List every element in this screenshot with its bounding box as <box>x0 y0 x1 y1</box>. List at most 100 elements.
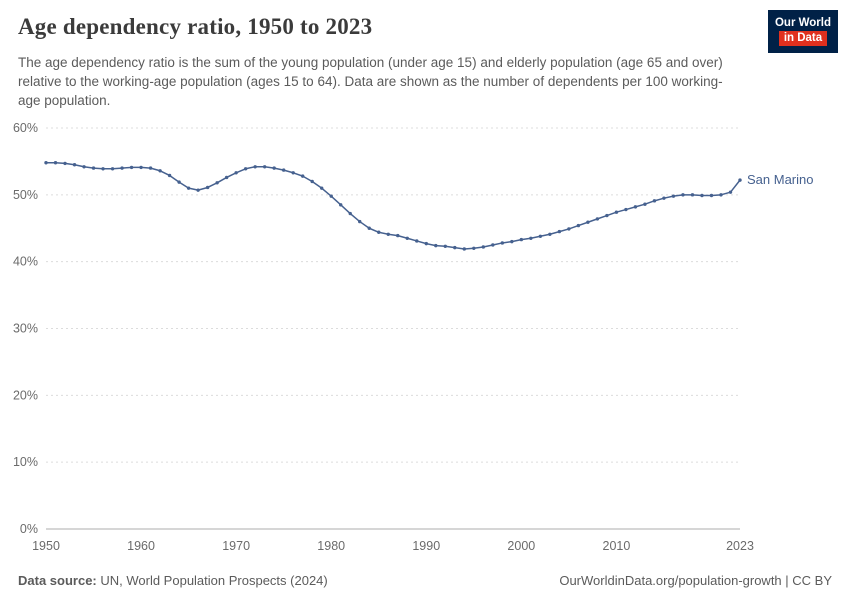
data-point <box>557 229 562 234</box>
data-point <box>643 202 647 206</box>
data-point <box>462 247 467 251</box>
x-axis-tick-label: 1970 <box>222 539 250 553</box>
data-point <box>396 233 400 238</box>
data-point <box>652 199 657 203</box>
y-axis-tick-label: 10% <box>13 455 38 469</box>
chart-subtitle: The age dependency ratio is the sum of t… <box>18 55 723 109</box>
data-point <box>367 226 371 230</box>
data-point <box>281 168 286 172</box>
data-point <box>738 178 742 182</box>
data-point <box>719 193 723 197</box>
data-point <box>671 194 676 198</box>
data-point <box>91 166 96 170</box>
data-point <box>443 244 447 248</box>
x-axis-tick-label: 2023 <box>726 539 754 553</box>
data-point <box>243 167 248 171</box>
data-point <box>253 165 257 169</box>
data-source-label: Data source: <box>18 573 97 588</box>
x-axis-tick-label: 1980 <box>317 539 345 553</box>
data-point <box>358 219 362 224</box>
data-point <box>53 161 58 165</box>
data-point <box>386 232 390 236</box>
chart-title: Age dependency ratio, 1950 to 2023 <box>18 14 373 39</box>
data-point <box>234 171 238 175</box>
data-point <box>548 232 552 236</box>
data-point <box>177 180 181 184</box>
x-axis-tick-label: 1950 <box>32 539 60 553</box>
data-point <box>215 181 219 185</box>
data-point <box>186 186 191 190</box>
data-point <box>205 185 210 190</box>
data-point <box>167 173 172 178</box>
data-point <box>129 165 134 170</box>
y-axis-tick-label: 30% <box>13 322 38 336</box>
data-point <box>415 239 419 243</box>
data-point <box>586 220 590 224</box>
license-note[interactable]: OurWorldinData.org/population-growth | C… <box>559 573 832 588</box>
chart-svg: 0% 10% 20% 30% 40% 50% 60% 1950 1960 1970 1980 1990… <box>13 121 814 553</box>
data-point <box>500 241 505 245</box>
data-point <box>319 186 324 190</box>
data-point <box>310 179 314 184</box>
data-point <box>196 188 200 192</box>
chart-header: Age dependency ratio, 1950 to 2023 <box>18 14 750 40</box>
data-point <box>491 243 495 247</box>
data-point <box>728 190 733 194</box>
y-axis-tick-label: 50% <box>13 188 38 202</box>
y-axis-tick-label: 0% <box>20 522 38 536</box>
data-point <box>148 166 153 170</box>
data-point <box>339 203 343 207</box>
data-point <box>481 245 486 249</box>
owid-logo-accent-text: in Data <box>778 31 828 46</box>
data-point <box>272 166 276 170</box>
data-point <box>262 165 267 169</box>
data-point <box>291 171 295 175</box>
data-point <box>424 241 428 246</box>
owid-logo[interactable]: Our World in Data <box>767 10 838 53</box>
series-label: San Marino <box>747 172 813 187</box>
data-point <box>529 236 533 240</box>
data-point <box>681 193 685 197</box>
x-axis-tick-label: 1960 <box>127 539 155 553</box>
data-point <box>300 174 305 178</box>
data-point <box>614 210 619 214</box>
data-point <box>538 234 543 238</box>
data-source-note: Data source: UN, World Population Prospe… <box>18 573 328 588</box>
data-point <box>709 193 714 198</box>
y-axis-tick-label: 20% <box>13 388 38 402</box>
x-axis-tick-label: 1990 <box>412 539 440 553</box>
data-point <box>453 245 457 250</box>
data-point <box>120 166 124 170</box>
data-point <box>82 165 86 169</box>
data-point <box>377 230 381 234</box>
data-point <box>472 246 476 250</box>
data-point <box>434 243 438 248</box>
data-point <box>101 167 105 171</box>
data-point <box>72 163 77 167</box>
y-axis-tick-label: 40% <box>13 255 38 269</box>
data-point <box>224 175 229 180</box>
data-point <box>567 227 571 231</box>
data-point <box>158 169 162 173</box>
chart-footer: Data source: UN, World Population Prospe… <box>18 573 832 588</box>
data-point <box>700 193 704 198</box>
data-point <box>576 223 581 228</box>
data-point <box>44 161 48 165</box>
y-axis-tick-label: 60% <box>13 121 38 135</box>
x-axis-tick-label: 2000 <box>507 539 535 553</box>
data-point <box>605 213 609 218</box>
data-point <box>633 205 638 209</box>
data-point <box>595 217 600 221</box>
data-point <box>624 207 628 212</box>
data-point <box>519 237 524 242</box>
data-point <box>662 196 666 200</box>
data-point <box>510 239 514 244</box>
data-source-text: UN, World Population Prospects (2024) <box>96 573 328 588</box>
data-point <box>690 193 695 197</box>
data-point <box>63 161 67 166</box>
data-point <box>139 165 143 170</box>
data-point <box>348 211 352 216</box>
x-axis-tick-label: 2010 <box>603 539 631 553</box>
data-point <box>110 167 115 171</box>
